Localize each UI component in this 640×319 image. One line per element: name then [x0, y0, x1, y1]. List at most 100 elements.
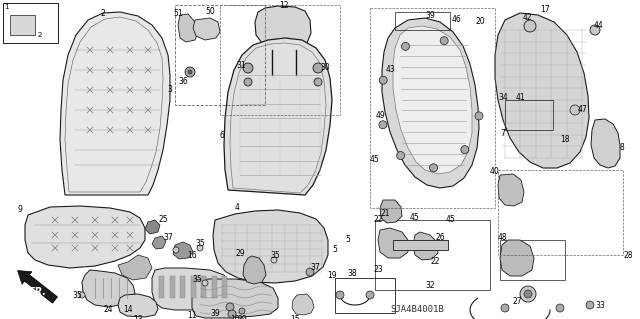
Bar	[220, 5, 340, 115]
Ellipse shape	[314, 78, 322, 86]
Text: 31: 31	[236, 61, 246, 70]
Polygon shape	[255, 6, 311, 50]
Text: 3: 3	[168, 85, 172, 94]
Text: 48: 48	[497, 234, 507, 242]
Text: 38: 38	[347, 269, 357, 278]
Text: 18: 18	[560, 136, 570, 145]
Text: 44: 44	[593, 20, 603, 29]
Polygon shape	[500, 240, 534, 276]
Polygon shape	[591, 119, 620, 168]
Polygon shape	[498, 174, 524, 206]
Ellipse shape	[501, 304, 509, 312]
Text: 29: 29	[235, 249, 245, 258]
Polygon shape	[118, 255, 152, 280]
Text: 4: 4	[235, 204, 239, 212]
Text: 22: 22	[373, 216, 383, 225]
Bar	[201, 276, 206, 298]
Polygon shape	[213, 210, 328, 283]
Text: 30: 30	[320, 63, 330, 72]
Polygon shape	[60, 12, 170, 195]
Polygon shape	[10, 15, 35, 35]
Text: 51: 51	[173, 9, 183, 18]
Text: 43: 43	[385, 65, 395, 75]
Text: 25: 25	[158, 216, 168, 225]
Text: 2: 2	[100, 10, 106, 19]
Ellipse shape	[185, 67, 195, 77]
Ellipse shape	[173, 247, 179, 253]
Text: 5: 5	[346, 235, 351, 244]
Ellipse shape	[197, 245, 203, 251]
Ellipse shape	[570, 105, 580, 115]
Bar	[335, 278, 395, 313]
Text: 22: 22	[430, 257, 440, 266]
Ellipse shape	[244, 78, 252, 86]
Bar	[505, 100, 553, 130]
Text: 35: 35	[72, 291, 82, 300]
Ellipse shape	[239, 308, 245, 314]
Text: 32: 32	[425, 280, 435, 290]
Polygon shape	[393, 26, 472, 174]
Ellipse shape	[590, 25, 600, 35]
Text: 40: 40	[490, 167, 500, 176]
Ellipse shape	[366, 291, 374, 299]
Ellipse shape	[397, 152, 404, 160]
Text: 12: 12	[279, 1, 289, 10]
Text: 27: 27	[512, 298, 522, 307]
Text: 8: 8	[620, 144, 625, 152]
Ellipse shape	[586, 301, 594, 309]
Text: 7: 7	[500, 129, 506, 137]
Bar	[370, 8, 495, 208]
Polygon shape	[224, 38, 332, 195]
Ellipse shape	[429, 164, 438, 172]
Polygon shape	[152, 268, 232, 310]
Polygon shape	[152, 236, 166, 249]
Ellipse shape	[461, 146, 469, 154]
Text: 16: 16	[187, 250, 197, 259]
Bar	[222, 276, 227, 298]
Text: 9: 9	[17, 205, 22, 214]
Text: 26: 26	[435, 233, 445, 241]
Text: 35: 35	[270, 250, 280, 259]
Ellipse shape	[379, 121, 387, 129]
Ellipse shape	[336, 291, 344, 299]
Text: 37: 37	[163, 233, 173, 241]
Text: 39: 39	[237, 315, 247, 319]
Ellipse shape	[202, 280, 208, 286]
Text: 39: 39	[210, 309, 220, 318]
Text: 1: 1	[4, 4, 8, 10]
Text: 45: 45	[370, 155, 380, 165]
Text: 50: 50	[205, 8, 215, 17]
FancyArrow shape	[17, 271, 58, 303]
Bar	[180, 276, 185, 298]
Polygon shape	[82, 270, 135, 307]
Text: SJA4B4001B: SJA4B4001B	[390, 306, 444, 315]
Polygon shape	[292, 294, 314, 315]
Polygon shape	[173, 242, 193, 259]
Bar	[175, 5, 265, 105]
Ellipse shape	[379, 76, 387, 84]
Ellipse shape	[440, 37, 448, 45]
Text: FR.: FR.	[29, 287, 47, 297]
Bar	[159, 276, 164, 298]
Polygon shape	[413, 232, 438, 260]
Text: 14: 14	[123, 306, 133, 315]
Polygon shape	[380, 200, 402, 223]
Text: 17: 17	[540, 5, 550, 14]
Text: 10: 10	[230, 315, 240, 319]
Text: 2: 2	[38, 32, 42, 38]
Text: 34: 34	[498, 93, 508, 102]
Ellipse shape	[556, 304, 564, 312]
Ellipse shape	[524, 290, 532, 298]
Ellipse shape	[306, 268, 314, 276]
Bar	[393, 240, 448, 250]
Polygon shape	[192, 279, 278, 318]
Bar	[3, 3, 58, 43]
Text: 23: 23	[373, 265, 383, 275]
Ellipse shape	[520, 286, 536, 302]
Text: 21: 21	[380, 209, 390, 218]
Text: 15: 15	[290, 315, 300, 319]
Text: 41: 41	[515, 93, 525, 102]
Bar	[395, 12, 450, 30]
Text: 33: 33	[595, 300, 605, 309]
Ellipse shape	[401, 42, 410, 50]
